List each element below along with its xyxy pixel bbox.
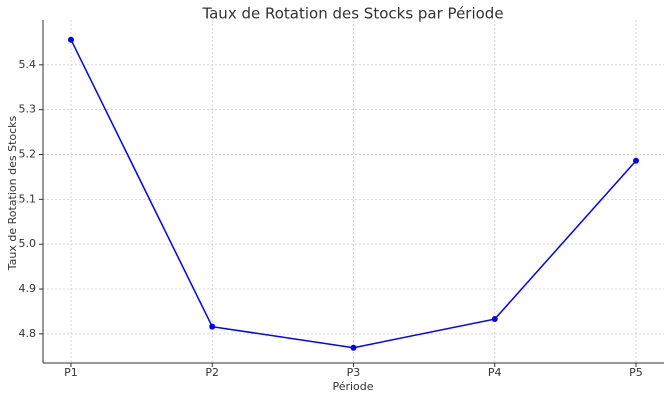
- x-tick-label: P1: [64, 366, 78, 379]
- y-tick-label: 5.2: [19, 148, 37, 161]
- x-tick-label: P5: [629, 366, 643, 379]
- y-axis-label: Taux de Rotation des Stocks: [6, 115, 19, 271]
- data-point: [350, 344, 357, 351]
- y-tick-label: 4.9: [19, 282, 37, 295]
- y-tick-label: 5.3: [19, 103, 37, 116]
- chart-title: Taux de Rotation des Stocks par Période: [201, 5, 503, 23]
- y-tick-label: 5.1: [19, 192, 37, 205]
- y-tick-label: 5.0: [19, 237, 37, 250]
- y-tick-label: 5.4: [19, 58, 37, 71]
- x-tick-label: P3: [347, 366, 361, 379]
- data-point: [68, 36, 74, 43]
- data-point: [209, 323, 216, 330]
- x-tick-label: P2: [205, 366, 219, 379]
- x-tick-label: P4: [488, 366, 502, 379]
- data-point: [633, 157, 639, 164]
- y-tick-label: 4.8: [19, 327, 37, 340]
- data-point: [491, 316, 498, 323]
- x-axis-label: Période: [332, 380, 373, 393]
